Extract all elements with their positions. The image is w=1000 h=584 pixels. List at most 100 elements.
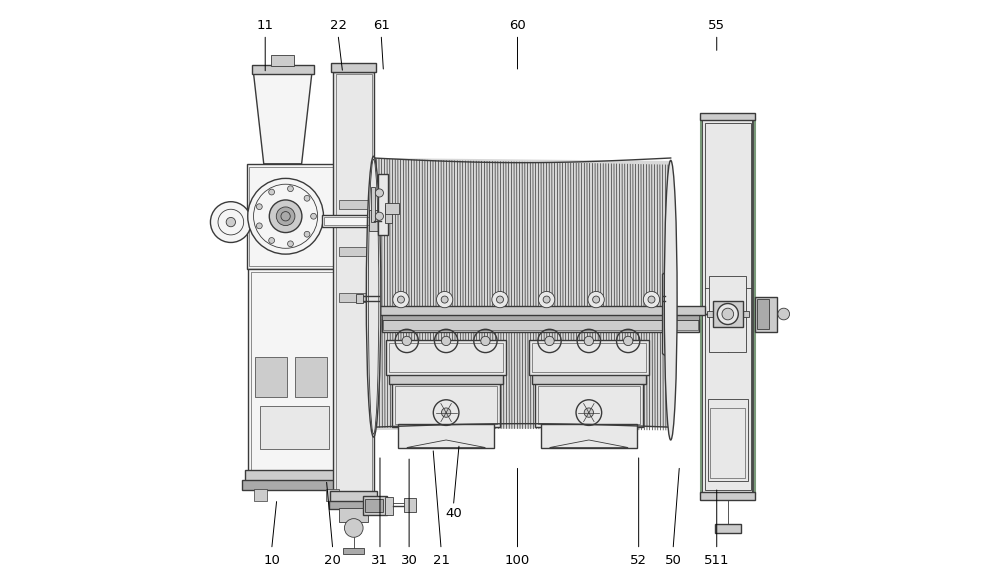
Bar bbox=[339, 293, 368, 303]
Bar bbox=[363, 496, 387, 515]
Bar bbox=[710, 408, 745, 478]
Text: 511: 511 bbox=[704, 554, 729, 566]
Circle shape bbox=[248, 178, 323, 254]
Circle shape bbox=[717, 304, 738, 325]
Bar bbox=[242, 479, 346, 490]
Bar bbox=[251, 272, 337, 470]
Circle shape bbox=[441, 336, 451, 346]
Text: 55: 55 bbox=[708, 19, 725, 32]
Polygon shape bbox=[550, 440, 628, 447]
Bar bbox=[383, 320, 698, 331]
Polygon shape bbox=[254, 74, 312, 164]
Ellipse shape bbox=[664, 161, 677, 440]
Circle shape bbox=[436, 291, 453, 308]
Bar bbox=[343, 548, 364, 554]
Text: 21: 21 bbox=[433, 554, 450, 566]
Bar bbox=[700, 492, 755, 500]
Bar bbox=[331, 63, 376, 72]
Polygon shape bbox=[664, 279, 671, 349]
Circle shape bbox=[643, 291, 660, 308]
Polygon shape bbox=[374, 158, 671, 430]
Bar bbox=[398, 424, 494, 447]
Bar bbox=[404, 498, 416, 512]
Text: 100: 100 bbox=[505, 554, 530, 566]
Circle shape bbox=[648, 296, 655, 303]
Circle shape bbox=[588, 291, 604, 308]
Circle shape bbox=[543, 296, 550, 303]
Circle shape bbox=[269, 238, 275, 244]
Text: 30: 30 bbox=[401, 554, 418, 566]
Bar bbox=[322, 215, 374, 227]
Circle shape bbox=[584, 336, 594, 346]
Circle shape bbox=[375, 189, 383, 197]
Circle shape bbox=[375, 212, 383, 220]
Bar bbox=[541, 424, 637, 447]
Circle shape bbox=[441, 296, 448, 303]
Bar bbox=[245, 470, 343, 481]
Circle shape bbox=[276, 207, 295, 225]
Bar bbox=[538, 387, 640, 424]
Bar bbox=[702, 120, 753, 493]
Text: 40: 40 bbox=[445, 507, 462, 520]
Circle shape bbox=[402, 336, 411, 346]
Bar bbox=[333, 72, 374, 493]
Bar bbox=[385, 204, 392, 223]
Bar bbox=[708, 399, 748, 481]
Bar bbox=[260, 406, 329, 449]
Circle shape bbox=[545, 336, 554, 346]
Bar bbox=[295, 357, 327, 397]
Circle shape bbox=[584, 408, 594, 417]
Circle shape bbox=[304, 231, 310, 237]
Circle shape bbox=[269, 189, 275, 195]
Bar bbox=[369, 210, 379, 231]
Bar bbox=[755, 297, 777, 332]
Bar bbox=[247, 164, 343, 269]
Bar bbox=[252, 65, 314, 74]
Bar bbox=[709, 276, 746, 352]
Bar bbox=[707, 311, 749, 317]
Bar bbox=[339, 507, 368, 522]
Circle shape bbox=[778, 308, 790, 320]
Bar bbox=[324, 217, 372, 225]
Circle shape bbox=[397, 296, 404, 303]
Circle shape bbox=[311, 213, 316, 219]
Bar bbox=[385, 203, 399, 214]
Text: 22: 22 bbox=[330, 19, 347, 32]
Bar bbox=[339, 200, 368, 209]
Circle shape bbox=[441, 408, 451, 417]
Polygon shape bbox=[407, 440, 485, 447]
Circle shape bbox=[288, 186, 293, 192]
Bar bbox=[329, 500, 379, 509]
Bar bbox=[389, 343, 503, 372]
Text: 50: 50 bbox=[665, 554, 681, 566]
Bar bbox=[701, 119, 755, 494]
Bar bbox=[248, 269, 340, 472]
Bar bbox=[374, 175, 385, 234]
Circle shape bbox=[344, 519, 363, 537]
Bar bbox=[713, 301, 743, 327]
Bar bbox=[395, 387, 497, 424]
Bar bbox=[365, 499, 383, 512]
Circle shape bbox=[624, 336, 633, 346]
Text: 10: 10 bbox=[263, 554, 280, 566]
Bar bbox=[700, 113, 755, 120]
Circle shape bbox=[492, 291, 508, 308]
Bar bbox=[705, 123, 751, 490]
Bar bbox=[382, 319, 699, 332]
Circle shape bbox=[304, 196, 310, 201]
Circle shape bbox=[281, 211, 290, 221]
Bar bbox=[356, 294, 363, 303]
Circle shape bbox=[722, 308, 734, 320]
Bar bbox=[254, 489, 267, 500]
Circle shape bbox=[256, 204, 262, 210]
Bar bbox=[378, 174, 388, 235]
Bar bbox=[336, 74, 372, 491]
Text: 60: 60 bbox=[509, 19, 526, 32]
Circle shape bbox=[288, 241, 293, 246]
Bar bbox=[385, 497, 393, 515]
Text: 31: 31 bbox=[371, 554, 388, 566]
Ellipse shape bbox=[366, 157, 381, 437]
Bar bbox=[392, 384, 500, 427]
Circle shape bbox=[256, 223, 262, 229]
Bar bbox=[255, 357, 287, 397]
